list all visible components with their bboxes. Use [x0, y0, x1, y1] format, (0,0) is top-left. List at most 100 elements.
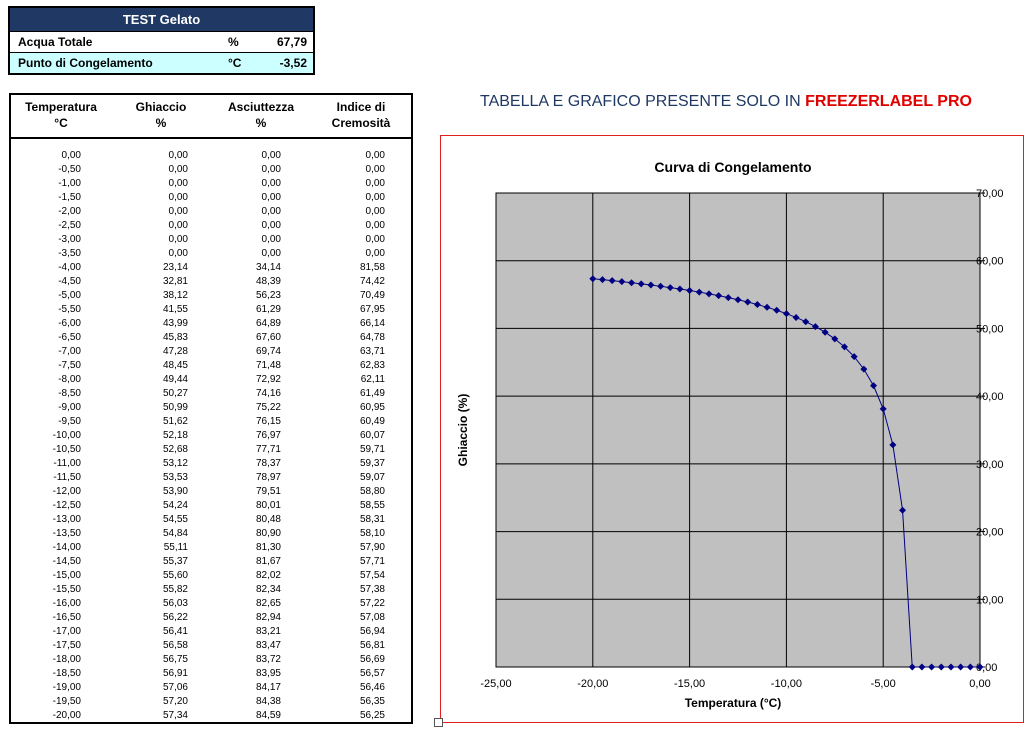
cell-dryness[interactable]: 81,30 — [255, 542, 281, 553]
cell-temperature[interactable]: -19,00 — [52, 682, 81, 693]
cell-creaminess[interactable]: 56,69 — [359, 654, 385, 665]
cell-temperature[interactable]: -14,50 — [52, 556, 81, 567]
cell-temperature[interactable]: -11,50 — [53, 472, 81, 483]
cell-creaminess[interactable]: 0,00 — [365, 192, 385, 203]
cell-creaminess[interactable]: 74,42 — [359, 276, 385, 287]
cell-dryness[interactable]: 83,21 — [255, 626, 281, 637]
resize-handle-icon[interactable] — [434, 718, 443, 727]
cell-creaminess[interactable]: 60,07 — [359, 430, 385, 441]
cell-dryness[interactable]: 48,39 — [255, 276, 281, 287]
cell-temperature[interactable]: -7,00 — [58, 346, 81, 357]
cell-temperature[interactable]: -6,50 — [58, 332, 81, 343]
cell-creaminess[interactable]: 59,37 — [359, 458, 385, 469]
cell-temperature[interactable]: -3,50 — [58, 248, 81, 259]
cell-ice[interactable]: 48,45 — [162, 360, 188, 371]
cell-dryness[interactable]: 79,51 — [255, 486, 281, 497]
cell-ice[interactable]: 57,20 — [162, 696, 188, 707]
cell-temperature[interactable]: -7,50 — [58, 360, 81, 371]
cell-temperature[interactable]: -9,00 — [58, 402, 81, 413]
cell-dryness[interactable]: 64,89 — [255, 318, 281, 329]
cell-temperature[interactable]: -18,50 — [52, 668, 81, 679]
cell-ice[interactable]: 54,24 — [162, 500, 188, 511]
cell-temperature[interactable]: -6,00 — [58, 318, 81, 329]
cell-ice[interactable]: 50,99 — [162, 402, 188, 413]
cell-creaminess[interactable]: 60,95 — [359, 402, 385, 413]
cell-dryness[interactable]: 81,67 — [255, 556, 281, 567]
cell-temperature[interactable]: -9,50 — [58, 416, 81, 427]
cell-ice[interactable]: 54,55 — [162, 514, 188, 525]
cell-temperature[interactable]: -10,50 — [52, 444, 81, 455]
cell-ice[interactable]: 0,00 — [168, 164, 188, 175]
cell-ice[interactable]: 56,41 — [162, 626, 188, 637]
cell-ice[interactable]: 53,90 — [162, 486, 188, 497]
cell-creaminess[interactable]: 0,00 — [365, 248, 385, 259]
cell-creaminess[interactable]: 0,00 — [365, 220, 385, 231]
cell-dryness[interactable]: 82,02 — [255, 570, 281, 581]
cell-ice[interactable]: 47,28 — [162, 346, 188, 357]
cell-dryness[interactable]: 82,34 — [255, 584, 281, 595]
cell-creaminess[interactable]: 56,94 — [359, 626, 385, 637]
cell-dryness[interactable]: 67,60 — [255, 332, 281, 343]
cell-temperature[interactable]: -18,00 — [52, 654, 81, 665]
cell-ice[interactable]: 52,18 — [162, 430, 188, 441]
cell-creaminess[interactable]: 81,58 — [359, 262, 385, 273]
cell-temperature[interactable]: -4,00 — [58, 262, 81, 273]
cell-ice[interactable]: 57,06 — [162, 682, 188, 693]
cell-dryness[interactable]: 80,48 — [255, 514, 281, 525]
cell-dryness[interactable]: 0,00 — [261, 150, 281, 161]
cell-ice[interactable]: 55,11 — [163, 542, 188, 553]
cell-dryness[interactable]: 0,00 — [261, 234, 281, 245]
cell-dryness[interactable]: 84,59 — [255, 710, 281, 721]
cell-creaminess[interactable]: 56,25 — [359, 710, 385, 721]
water-value[interactable]: 67,79 — [276, 35, 307, 49]
cell-creaminess[interactable]: 63,71 — [359, 346, 385, 357]
cell-creaminess[interactable]: 58,55 — [359, 500, 385, 511]
cell-temperature[interactable]: -12,50 — [52, 500, 81, 511]
cell-temperature[interactable]: -0,50 — [58, 164, 81, 175]
cell-dryness[interactable]: 84,38 — [255, 696, 281, 707]
cell-creaminess[interactable]: 57,22 — [359, 598, 385, 609]
cell-dryness[interactable]: 71,48 — [255, 360, 281, 371]
cell-ice[interactable]: 55,37 — [162, 556, 188, 567]
cell-creaminess[interactable]: 57,54 — [359, 570, 385, 581]
cell-ice[interactable]: 0,00 — [168, 192, 188, 203]
cell-dryness[interactable]: 0,00 — [261, 248, 281, 259]
cell-dryness[interactable]: 82,94 — [255, 612, 281, 623]
cell-temperature[interactable]: -10,00 — [52, 430, 81, 441]
cell-ice[interactable]: 38,12 — [162, 290, 188, 301]
cell-ice[interactable]: 32,81 — [162, 276, 188, 287]
cell-temperature[interactable]: -1,00 — [58, 178, 81, 189]
cell-dryness[interactable]: 76,15 — [255, 416, 281, 427]
cell-temperature[interactable]: -17,50 — [52, 640, 81, 651]
cell-creaminess[interactable]: 0,00 — [365, 164, 385, 175]
cell-temperature[interactable]: -2,00 — [58, 206, 81, 217]
cell-ice[interactable]: 0,00 — [168, 150, 188, 161]
cell-temperature[interactable]: -8,50 — [58, 388, 81, 399]
cell-creaminess[interactable]: 0,00 — [365, 234, 385, 245]
cell-ice[interactable]: 0,00 — [168, 178, 188, 189]
cell-creaminess[interactable]: 56,57 — [359, 668, 385, 679]
cell-creaminess[interactable]: 57,08 — [359, 612, 385, 623]
cell-ice[interactable]: 49,44 — [162, 374, 188, 385]
cell-dryness[interactable]: 83,47 — [255, 640, 281, 651]
cell-ice[interactable]: 43,99 — [162, 318, 188, 329]
cell-temperature[interactable]: -16,50 — [52, 612, 81, 623]
cell-creaminess[interactable]: 67,95 — [359, 304, 385, 315]
cell-ice[interactable]: 23,14 — [162, 262, 188, 273]
cell-temperature[interactable]: -17,00 — [52, 626, 81, 637]
cell-temperature[interactable]: -13,00 — [52, 514, 81, 525]
cell-ice[interactable]: 56,91 — [162, 668, 188, 679]
cell-temperature[interactable]: -11,00 — [53, 458, 81, 469]
cell-temperature[interactable]: -8,00 — [58, 374, 81, 385]
cell-creaminess[interactable]: 56,35 — [359, 696, 385, 707]
cell-ice[interactable]: 56,58 — [162, 640, 188, 651]
freezing-point-value[interactable]: -3,52 — [279, 56, 307, 70]
cell-temperature[interactable]: -15,50 — [52, 584, 81, 595]
chart-area[interactable]: -25,00 -20,00 -15,00 -10,00 -5,00 0,00 0,00 10,… — [440, 135, 1024, 723]
cell-ice[interactable]: 56,03 — [162, 598, 188, 609]
cell-dryness[interactable]: 0,00 — [261, 164, 281, 175]
cell-ice[interactable]: 56,75 — [162, 654, 188, 665]
cell-temperature[interactable]: -1,50 — [58, 192, 81, 203]
cell-temperature[interactable]: -16,00 — [52, 598, 81, 609]
cell-creaminess[interactable]: 58,31 — [359, 514, 385, 525]
